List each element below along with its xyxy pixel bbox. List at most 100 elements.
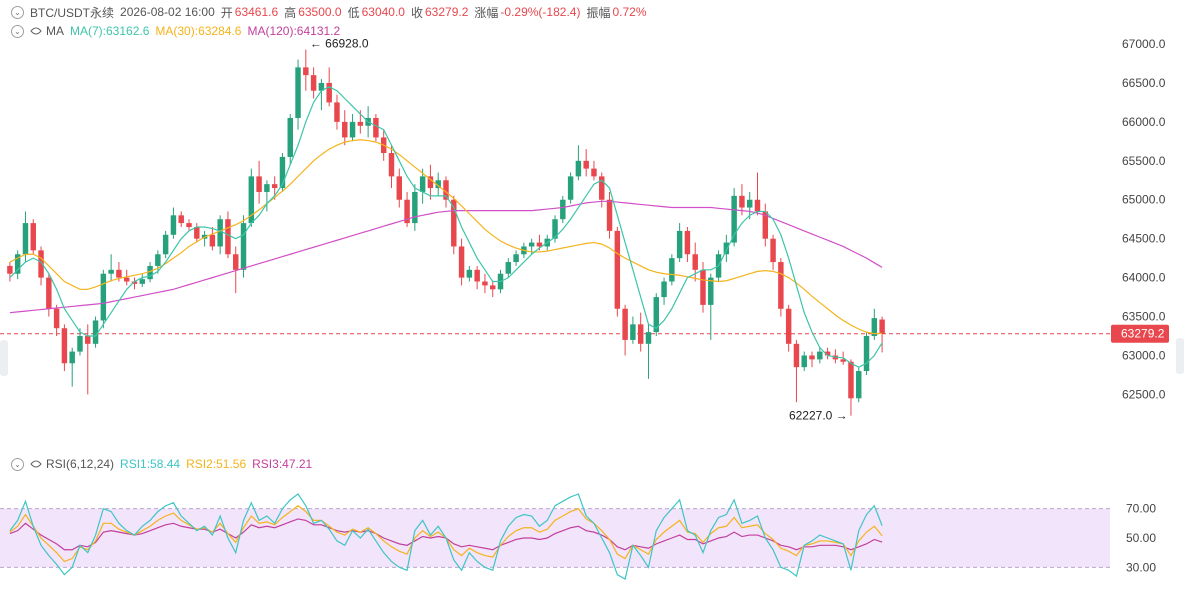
candle-body [295, 67, 301, 118]
scroll-right-handle[interactable] [1176, 338, 1184, 374]
symbol-label: BTC/USDT永续 [30, 5, 115, 20]
ma7-value: MA(7):63162.6 [70, 24, 150, 38]
candle-body [412, 191, 418, 224]
rsi-axis-label: 70.00 [1126, 502, 1156, 516]
candle-body [139, 279, 146, 284]
candle-body [271, 184, 278, 189]
rsi-name: RSI(6,12,24) [46, 457, 115, 471]
candle-body [575, 160, 582, 177]
low-label: 低 [347, 5, 360, 20]
candle-body [233, 254, 239, 270]
eye-icon[interactable] [30, 25, 42, 37]
candle-body [848, 361, 854, 399]
candle-body [419, 176, 426, 192]
candle-body [583, 160, 589, 169]
price-axis-label: 62500.0 [1122, 387, 1166, 401]
candle-body [466, 269, 473, 278]
candle-body [396, 176, 402, 200]
candle-body [684, 230, 691, 255]
candle-body [349, 121, 356, 138]
candle-body [209, 234, 216, 247]
candle-body [170, 215, 177, 235]
candle-body [38, 250, 44, 278]
candle-body [809, 355, 815, 360]
ohlc-header: ⌄ BTC/USDT永续 2026-08-02 16:00 开 63461.6 … [0, 4, 653, 20]
ma120-value: MA(120):64131.2 [247, 24, 341, 38]
price-axis-label: 64500.0 [1122, 232, 1166, 246]
candle-body [801, 355, 807, 368]
high-price-marker: ← 66928.0 [310, 37, 369, 51]
candle-body [879, 319, 885, 334]
change-label: 涨幅 [474, 5, 499, 20]
candle-body [443, 180, 449, 200]
candle-body [373, 117, 379, 138]
candle-body [731, 195, 737, 243]
candle-body [482, 281, 488, 286]
rsi-legend: ⌄ RSI(6,12,24) RSI1:58.44 RSI2:51.56 RSI… [0, 456, 312, 472]
candle-body [342, 121, 348, 138]
rsi-band [0, 508, 1110, 568]
candle-body [692, 254, 698, 270]
candles [7, 49, 885, 416]
low-value: 63040.0 [361, 5, 405, 19]
ma30-value: MA(30):63284.6 [155, 24, 242, 38]
low-price-marker: 62227.0 → [789, 409, 848, 423]
candle-body [100, 273, 107, 321]
candle-body [85, 336, 91, 344]
rsi-axis-label: 50.00 [1126, 531, 1156, 545]
candle-body [334, 102, 340, 122]
candle-body [856, 371, 862, 399]
candle-body [451, 199, 457, 247]
candle-body [178, 215, 184, 224]
candle-body [653, 297, 659, 333]
candle-body [155, 254, 161, 266]
ma30-line [9, 139, 883, 335]
candle-body [61, 328, 68, 364]
candle-body [92, 320, 99, 344]
collapse-chevron-icon[interactable]: ⌄ [11, 457, 24, 471]
eye-icon[interactable] [30, 458, 42, 470]
candle-body [708, 277, 714, 305]
candle-body [567, 176, 574, 200]
ma120-line [9, 200, 883, 314]
high-value: 63500.0 [298, 5, 342, 19]
candle-body [7, 265, 13, 274]
rsi-axis-label: 30.00 [1126, 560, 1156, 574]
candle-body [264, 184, 270, 192]
candle-body [77, 336, 83, 352]
candle-body [217, 219, 223, 247]
candle-body [30, 223, 36, 251]
collapse-chevron-icon[interactable]: ⌄ [11, 5, 24, 19]
current-price-tag [1111, 324, 1169, 343]
candle-body [458, 246, 465, 278]
candle-body [676, 230, 683, 259]
candle-body [474, 269, 480, 282]
candle-body [622, 308, 628, 340]
high-label: 高 [284, 5, 297, 20]
candle-body [427, 176, 434, 189]
candle-body [599, 176, 605, 200]
candle-body [871, 318, 878, 337]
scroll-left-handle[interactable] [0, 340, 8, 376]
collapse-chevron-icon[interactable]: ⌄ [11, 24, 24, 38]
candle-body [310, 75, 317, 91]
candle-body [863, 336, 870, 372]
candle-body [528, 242, 535, 247]
candle-body [770, 238, 776, 263]
open-value: 63461.6 [234, 5, 279, 19]
candle-body [248, 176, 255, 224]
close-label: 收 [410, 5, 423, 20]
rsi2-value: RSI2:51.56 [186, 457, 247, 471]
candle-body [404, 199, 410, 224]
candle-body [162, 234, 169, 255]
candle-body [108, 269, 114, 274]
candle-body [669, 258, 675, 282]
amplitude-label: 振幅 [586, 5, 611, 20]
candle-body [700, 269, 706, 305]
rsi3-value: RSI3:47.21 [252, 457, 313, 471]
candle-body [505, 262, 512, 274]
candle-body [225, 219, 231, 255]
candle-body [778, 262, 784, 309]
price-axis-label: 66500.0 [1122, 76, 1166, 90]
